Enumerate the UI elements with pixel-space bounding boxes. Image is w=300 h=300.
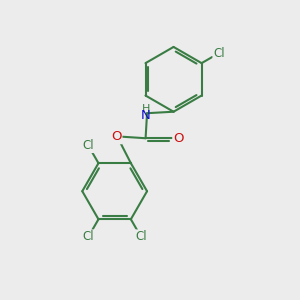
- Text: Cl: Cl: [82, 139, 94, 152]
- Text: Cl: Cl: [82, 230, 94, 243]
- Text: Cl: Cl: [135, 230, 147, 243]
- Text: H: H: [141, 104, 150, 114]
- Text: O: O: [173, 132, 184, 145]
- Text: N: N: [141, 109, 151, 122]
- Text: Cl: Cl: [213, 46, 225, 60]
- Text: O: O: [111, 130, 122, 143]
